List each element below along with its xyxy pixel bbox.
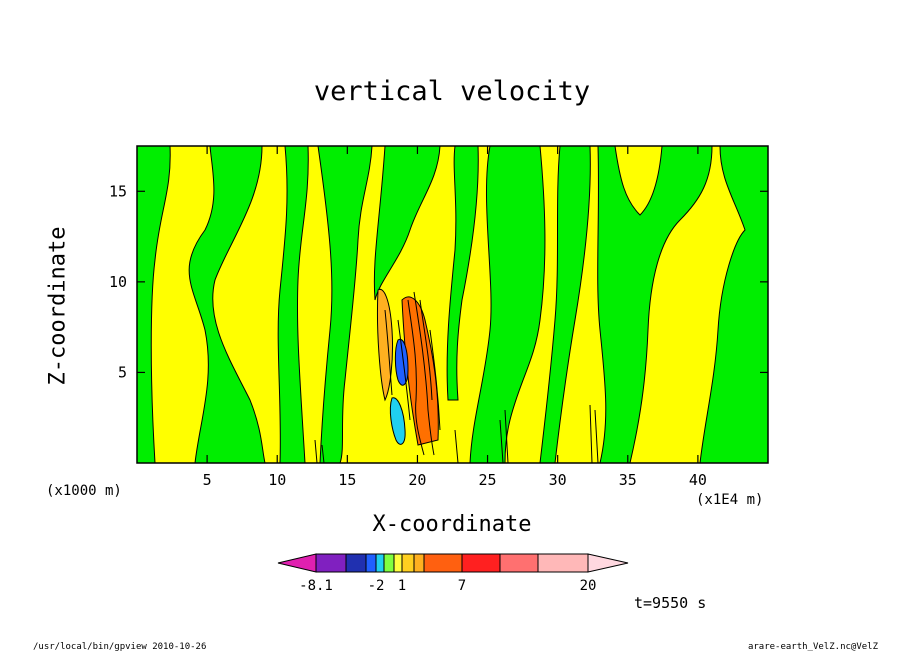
contour-lines (314, 291, 599, 463)
field-updraft-core (376, 288, 393, 402)
field-negative-band (277, 146, 309, 463)
y-tick-label: 15 (109, 182, 127, 200)
x-axis-ticks: 5 10 15 20 25 30 35 40 (203, 146, 707, 489)
field-downdraft-core (389, 397, 406, 445)
colorbar-segment (413, 553, 425, 573)
colorbar-segment (375, 553, 385, 573)
x-tick-label: 30 (549, 471, 567, 489)
colorbar-segment (315, 553, 347, 573)
x-tick-label: 10 (268, 471, 286, 489)
footer-file-info: arare-earth_VelZ.nc@VelZ (747, 642, 878, 652)
y-axis-label: Z-coordinate (45, 226, 71, 386)
x-tick-label: 20 (408, 471, 426, 489)
colorbar-segment (345, 553, 367, 573)
x-tick-label: 35 (619, 471, 637, 489)
colorbar-label: 1 (398, 578, 406, 594)
field-negative-band (373, 146, 441, 301)
colorbar-segment (277, 553, 317, 573)
colorbar-label: 7 (458, 578, 466, 594)
colorbar-segment (537, 553, 589, 573)
colorbar-segment (461, 553, 501, 573)
colorbar-segment (587, 553, 629, 573)
field-negative-band (446, 146, 479, 401)
x-tick-label: 40 (689, 471, 707, 489)
colorbar-segment (365, 553, 377, 573)
y-tick-label: 10 (109, 273, 127, 291)
plot-frame (136, 145, 769, 464)
x-unit-label: (x1000 m) (46, 483, 122, 499)
chart-title: vertical velocity (313, 76, 591, 107)
velocity-field (137, 146, 768, 463)
time-annotation: t=9550 s (634, 594, 707, 612)
footer-program-info: /usr/local/bin/gpview 2010-10-26 (33, 642, 207, 652)
y-tick-label: 5 (118, 363, 127, 381)
colorbar-segment (401, 553, 415, 573)
colorbar-segment (383, 553, 395, 573)
colorbar-label: 20 (580, 578, 597, 594)
colorbar-segment (393, 553, 403, 573)
field-negative-band (597, 146, 713, 463)
x-tick-label: 25 (479, 471, 497, 489)
colorbar-label: -8.1 (299, 578, 333, 594)
field-negative-band (317, 146, 373, 463)
y-axis-ticks: 5 10 15 (109, 182, 768, 381)
field-negative-band (469, 146, 546, 463)
colorbar: -8.1 -2 1 7 20 (277, 553, 629, 594)
colorbar-segment (499, 553, 539, 573)
x-tick-label: 5 (203, 471, 212, 489)
field-negative-band (137, 146, 171, 463)
x-tick-label: 15 (338, 471, 356, 489)
x-multiplier-label: (x1E4 m) (696, 492, 764, 508)
colorbar-segment (423, 553, 463, 573)
field-negative-band (699, 146, 768, 463)
colorbar-label: -2 (368, 578, 385, 594)
x-axis-label: X-coordinate (372, 512, 532, 537)
